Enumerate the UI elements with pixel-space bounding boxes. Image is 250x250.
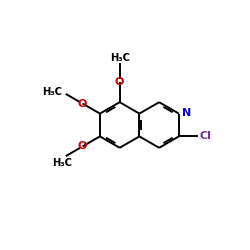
Text: O: O [115, 77, 124, 87]
Text: O: O [78, 142, 87, 152]
Text: H₃C: H₃C [110, 54, 130, 64]
Text: N: N [182, 108, 192, 118]
Text: O: O [78, 98, 87, 108]
Text: H₃C: H₃C [52, 158, 72, 168]
Text: H₃C: H₃C [42, 87, 62, 97]
Text: Cl: Cl [200, 132, 211, 141]
